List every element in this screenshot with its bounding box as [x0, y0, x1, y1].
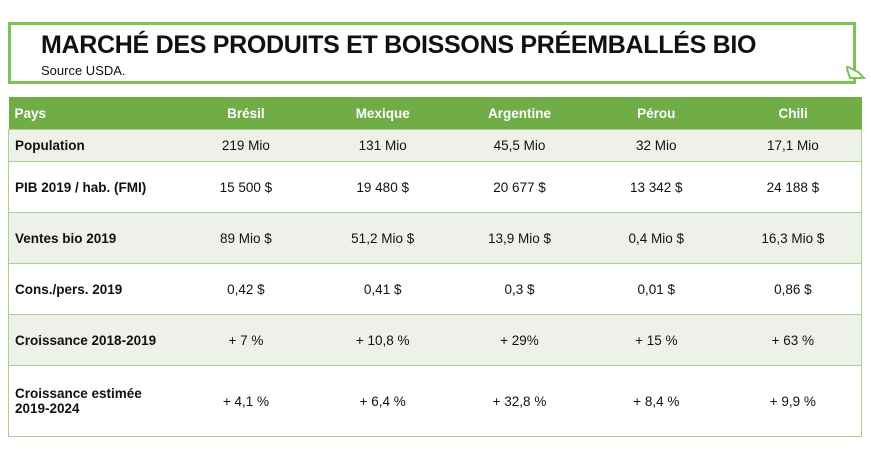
header-row: Pays Brésil Mexique Argentine Pérou Chili: [8, 97, 862, 130]
value-cell: + 4,1 %: [177, 365, 315, 437]
header-cell: Pays: [8, 97, 178, 130]
row-label: Croissance estimée 2019-2024: [8, 365, 178, 437]
table-row: Population 219 Mio 131 Mio 45,5 Mio 32 Mio 17…: [8, 129, 862, 162]
value-cell: + 29%: [451, 314, 588, 366]
header-cell: Pérou: [587, 97, 725, 130]
value-cell: 0,41 $: [314, 263, 452, 315]
value-cell: + 10,8 %: [314, 314, 452, 366]
value-cell: 24 188 $: [724, 161, 862, 213]
value-cell: 16,3 Mio $: [724, 212, 862, 264]
header-cell: Chili: [724, 97, 862, 130]
data-table: Pays Brésil Mexique Argentine Pérou Chili Popu…: [8, 97, 862, 437]
row-label: Ventes bio 2019: [8, 212, 178, 264]
title-notch: [846, 66, 866, 79]
row-label: Cons./pers. 2019: [8, 263, 178, 315]
value-cell: + 7 %: [177, 314, 315, 366]
value-cell: 89 Mio $: [177, 212, 315, 264]
value-cell: + 32,8 %: [451, 365, 588, 437]
table-row: PIB 2019 / hab. (FMI) 15 500 $19 480 $20 …: [8, 161, 862, 213]
title-box: MARCHÉ DES PRODUITS ET BOISSONS PRÉEMBAL…: [8, 22, 856, 84]
header-cell: Brésil: [177, 97, 315, 130]
header-cell: Argentine: [451, 97, 588, 130]
value-cell: 32 Mio: [587, 129, 725, 162]
title: MARCHÉ DES PRODUITS ET BOISSONS PRÉEMBAL…: [41, 31, 757, 59]
value-cell: + 9,9 %: [724, 365, 862, 437]
value-cell: 0,4 Mio $: [587, 212, 725, 264]
table-row: Croissance estimée 2019-2024 + 4,1 % + 6,4…: [8, 365, 862, 437]
value-cell: 13 342 $: [587, 161, 725, 213]
source: Source USDA.: [41, 63, 126, 78]
value-cell: 51,2 Mio $: [314, 212, 452, 264]
value-cell: + 15 %: [587, 314, 725, 366]
value-cell: 45,5 Mio: [451, 129, 588, 162]
row-label: Population: [8, 129, 178, 162]
value-cell: 0,86 $: [724, 263, 862, 315]
table-row: Croissance 2018-2019 + 7 % + 10,8 % + 29% + …: [8, 314, 862, 366]
value-cell: 219 Mio: [177, 129, 315, 162]
value-cell: 0,3 $: [451, 263, 588, 315]
row-label: PIB 2019 / hab. (FMI): [8, 161, 178, 213]
value-cell: + 63 %: [724, 314, 862, 366]
value-cell: 15 500 $: [177, 161, 315, 213]
row-label: Croissance 2018-2019: [8, 314, 178, 366]
value-cell: 20 677 $: [451, 161, 588, 213]
value-cell: 13,9 Mio $: [451, 212, 588, 264]
value-cell: 131 Mio: [314, 129, 452, 162]
value-cell: 0,42 $: [177, 263, 315, 315]
table-row: Ventes bio 2019 89 Mio $51,2 Mio $13,9 Mi…: [8, 212, 862, 264]
table-row: Cons./pers. 2019 0,42 $0,41 $0,3 $0,01 $0…: [8, 263, 862, 315]
value-cell: 19 480 $: [314, 161, 452, 213]
value-cell: + 6,4 %: [314, 365, 452, 437]
header-cell: Mexique: [314, 97, 452, 130]
value-cell: 17,1 Mio: [724, 129, 862, 162]
value-cell: + 8,4 %: [587, 365, 725, 437]
value-cell: 0,01 $: [587, 263, 725, 315]
